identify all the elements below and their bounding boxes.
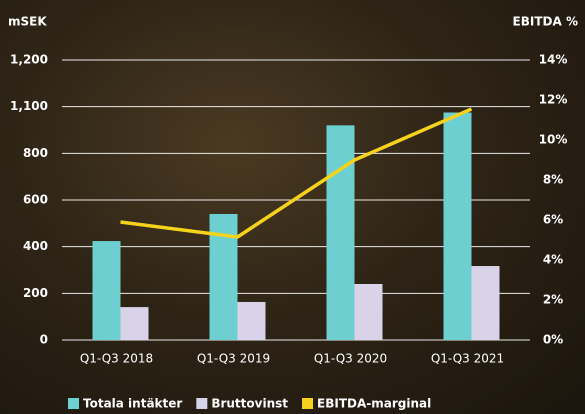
- line: [121, 109, 472, 237]
- y2-tick-label: 6%: [543, 213, 563, 227]
- y2-tick-label: 4%: [543, 253, 563, 267]
- y-tick-label: 0: [40, 333, 48, 347]
- chart: mSEK EBITDA % 0 200 400 600 800 1,100 1,200 0% 2…: [0, 0, 585, 414]
- legend-swatch: [302, 398, 313, 409]
- y-tick-label: 1,200: [10, 53, 48, 67]
- legend-label: Totala intäkter: [83, 397, 182, 411]
- legend-label: Bruttovinst: [211, 397, 288, 411]
- x-tick-label: Q1-Q3 2021: [431, 352, 504, 366]
- y-tick-label: 600: [23, 193, 48, 207]
- bar: [121, 307, 149, 340]
- y2-tick-label: 0%: [543, 333, 563, 347]
- bar: [444, 113, 472, 341]
- bar: [93, 241, 121, 340]
- y-tick-label: 1,100: [10, 99, 48, 113]
- legend-swatch: [196, 398, 207, 409]
- bar: [355, 284, 383, 340]
- y2-tick-label: 8%: [543, 173, 563, 187]
- bar: [238, 302, 266, 340]
- y2-tick-label: 10%: [539, 133, 568, 147]
- x-tick-label: Q1-Q3 2020: [314, 352, 387, 366]
- y-tick-label: 200: [23, 286, 48, 300]
- y2-tick-label: 2%: [543, 293, 563, 307]
- y2-tick-label: 14%: [539, 53, 568, 67]
- y-tick-label: 800: [23, 146, 48, 160]
- legend-label: EBITDA-marginal: [317, 397, 431, 411]
- bar: [327, 125, 355, 340]
- bar: [472, 266, 500, 340]
- y2-tick-label: 12%: [539, 93, 568, 107]
- page: mSEK EBITDA % 0 200 400 600 800 1,100 1,200 0% 2…: [0, 0, 585, 414]
- x-tick-label: Q1-Q3 2018: [80, 352, 153, 366]
- x-tick-label: Q1-Q3 2019: [197, 352, 270, 366]
- y2-axis-title: EBITDA %: [513, 15, 578, 29]
- legend-swatch: [68, 398, 79, 409]
- y-tick-label: 400: [23, 239, 48, 253]
- y-axis-title: mSEK: [8, 15, 47, 29]
